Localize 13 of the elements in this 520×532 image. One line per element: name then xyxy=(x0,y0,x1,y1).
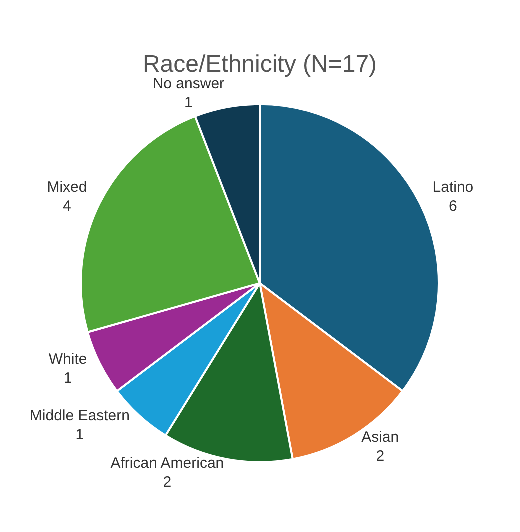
slice-label: Mixed xyxy=(47,179,88,196)
data-label: 1 xyxy=(64,370,72,388)
slice-label: White xyxy=(48,351,88,368)
data-label: 2 xyxy=(163,474,172,491)
data-label: 2 xyxy=(376,448,385,466)
data-label: 6 xyxy=(449,198,458,216)
slice-label: African American xyxy=(110,454,224,472)
slice-label: Middle Eastern xyxy=(30,408,130,425)
data-label: 4 xyxy=(63,198,72,216)
slice-label: Latino xyxy=(432,179,474,196)
data-label: 1 xyxy=(76,426,84,444)
slice-label: Asian xyxy=(362,429,400,446)
data-label: 1 xyxy=(184,94,193,112)
